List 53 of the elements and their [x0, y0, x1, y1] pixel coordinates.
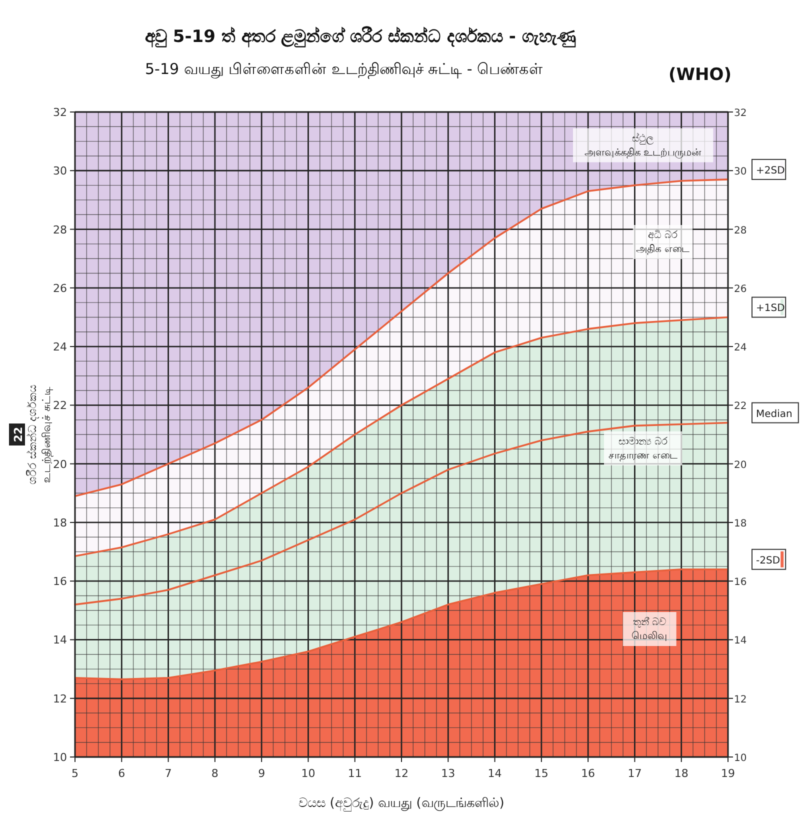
x-tick-label: 12 — [394, 767, 408, 780]
text: (WHO) — [668, 65, 732, 85]
y2-tick-label: 18 — [734, 518, 747, 530]
y-tick-label: 28 — [53, 223, 67, 236]
text: Median — [756, 408, 792, 420]
x-tick-label: 13 — [441, 767, 456, 780]
x-tick-label: 10 — [301, 767, 316, 780]
y2-tick-label: 30 — [734, 166, 747, 178]
y2-tick-label: 32 — [734, 108, 747, 119]
chart-subtitle: 5-19 வயது பிள்ளைகளின் உடற்திணிவுச் சுட்டி - பெண்கள் — [145, 60, 544, 78]
y2-tick-label: 12 — [734, 694, 747, 706]
annotation: සාමාන්‍ය බර சாதாரண எடை — [608, 435, 678, 462]
y-axis-title: ශරීර ස්කන්ධ දර්ශකය உடற்திணிவுச் சுட்டி — [25, 384, 53, 484]
y-tick-label: 22 — [53, 399, 67, 412]
y2-tick-label: 24 — [734, 342, 747, 354]
annotation: අධි බර அதிக எடை — [636, 229, 690, 255]
y-tick-label: 32 — [53, 106, 67, 119]
y2-tick-label: 16 — [734, 577, 747, 588]
x-tick-label: 11 — [348, 767, 362, 780]
annotation: ස්ථුල அளவுக்கதிக உடற்பருமன் — [584, 131, 702, 158]
y-tick-label: 14 — [53, 634, 67, 647]
x-tick-label: 8 — [211, 767, 218, 780]
y2-tick-label: 28 — [734, 225, 747, 236]
x-tick-label: 17 — [628, 767, 642, 780]
y2-tick-label: 22 — [734, 401, 747, 412]
x-tick-label: 6 — [118, 767, 126, 780]
x-tick-label: 7 — [164, 767, 172, 780]
y2-tick-label: 26 — [734, 284, 747, 295]
y-tick-label: 12 — [53, 692, 67, 706]
x-tick-label: 15 — [534, 767, 548, 780]
x-axis-title: වයස (අවුරුදු) வயது (வருடங்களில்) — [298, 796, 504, 811]
text: +1SD — [756, 303, 786, 314]
y-tick-label: 10 — [53, 751, 67, 764]
y2-tick-label: 14 — [734, 636, 747, 647]
y2-tick-label: 20 — [734, 460, 747, 471]
x-tick-label: 5 — [72, 767, 78, 780]
y-tick-label: 16 — [53, 575, 67, 588]
x-tick-label: 9 — [258, 767, 266, 780]
legend-label: -2SD — [756, 555, 780, 566]
y2-tick-label: 10 — [734, 753, 747, 764]
text: 22 — [12, 426, 25, 442]
x-tick-label: 18 — [674, 767, 688, 780]
annotation: තුනී බව மெலிவு — [632, 617, 668, 642]
x-tick-label: 19 — [721, 767, 735, 780]
y-tick-label: 20 — [53, 458, 67, 471]
y-tick-label: 24 — [53, 340, 67, 354]
x-tick-label: 16 — [581, 767, 596, 780]
chart-title: අවු 5-19 ත් අතර ළමුන්ගේ ශරීර ස්කන්ධ දර්ශකය - ගැහැණු — [145, 26, 576, 48]
y-tick-label: 18 — [53, 516, 67, 530]
x-tick-label: 14 — [488, 767, 502, 780]
text: +2SD — [756, 165, 786, 176]
y-tick-label: 26 — [53, 282, 67, 295]
y-tick-label: 30 — [53, 164, 67, 178]
